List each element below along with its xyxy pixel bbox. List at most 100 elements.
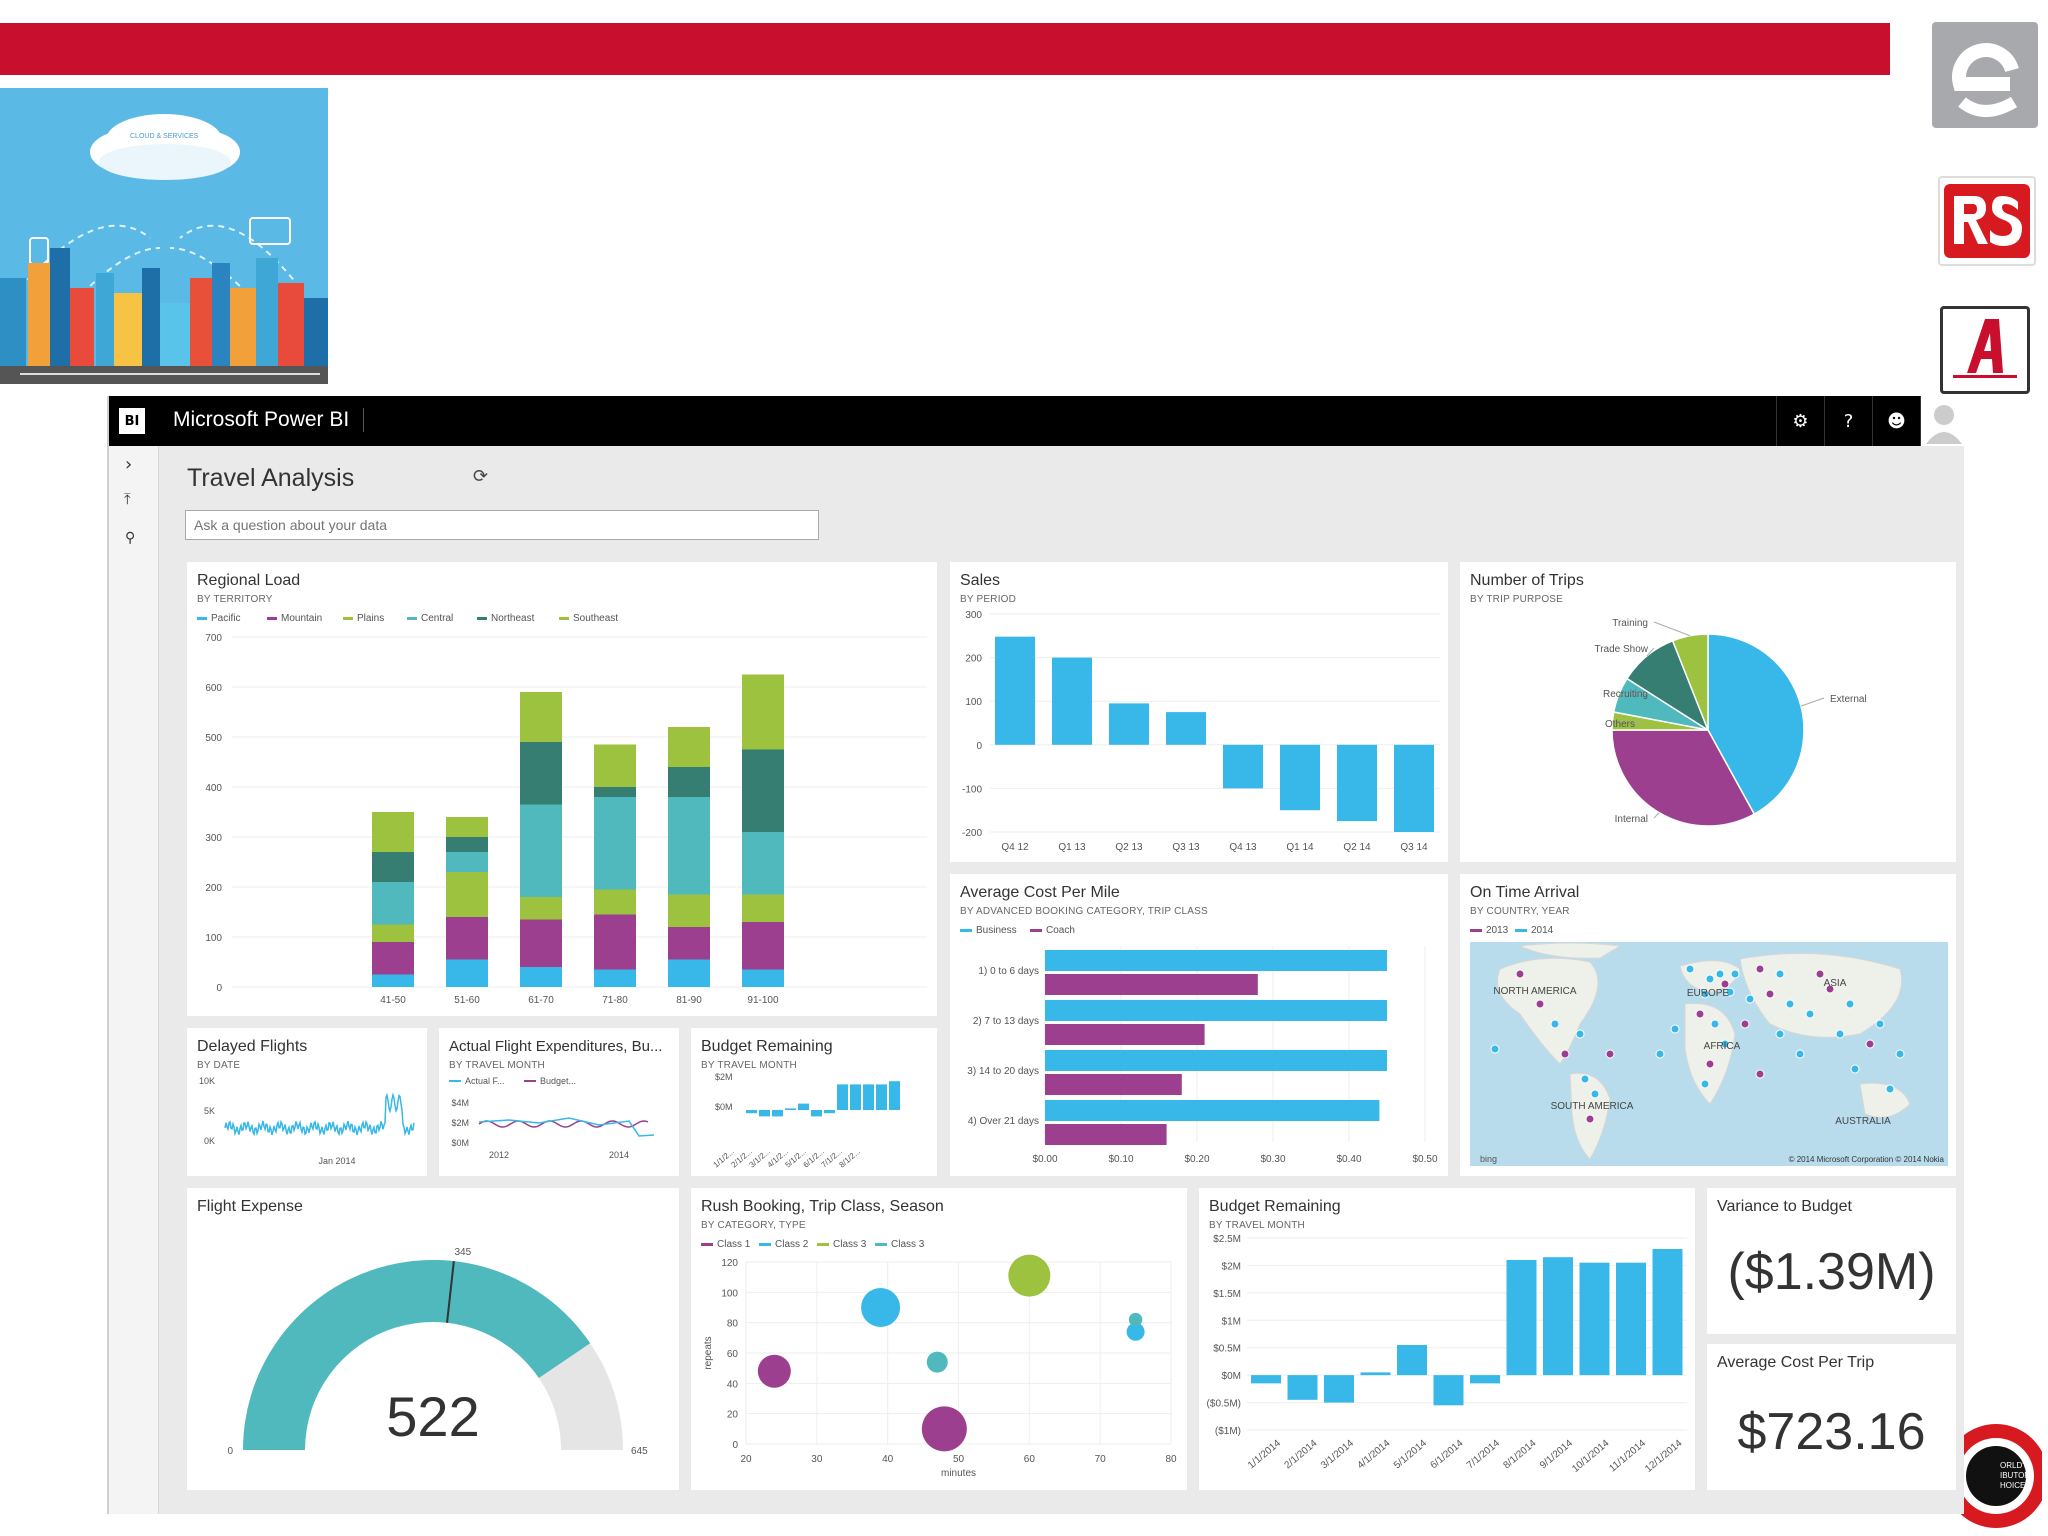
y-tick-label: 500 [205,733,222,744]
bar [1223,744,1263,789]
pie-label: Internal [1615,814,1648,825]
map-point [1765,989,1775,999]
rush-booking-tile[interactable]: Rush Booking, Trip Class, Season BY CATE… [691,1188,1187,1490]
variance-to-budget-tile[interactable]: Variance to Budget ($1.39M) [1707,1188,1956,1334]
map-point [1590,1089,1600,1099]
y-tick-label: ($0.5M) [1207,1399,1241,1410]
bar [889,1081,900,1110]
legend-swatch [407,617,417,620]
tile-subtitle: BY TRAVEL MONTH [1209,1220,1305,1231]
refresh-icon[interactable]: ⟳ [473,466,489,487]
bing-logo: bing [1480,1154,1497,1164]
user-button[interactable] [1920,396,1966,446]
power-bi-logo[interactable]: BI [119,408,145,434]
average-cost-per-trip-tile[interactable]: Average Cost Per Trip $723.16 [1707,1344,1956,1490]
map-landmass [1859,1082,1911,1118]
map-point [1580,1074,1590,1084]
gauge-fill [243,1260,591,1450]
flight-expenditures-tile[interactable]: Actual Flight Expenditures, Bu... BY TRA… [439,1028,679,1176]
legend-label: Budget... [540,1076,576,1086]
map-region-label: SOUTH AMERICA [1551,1101,1634,1112]
qa-input[interactable] [185,510,819,540]
legend-label: Class 1 [717,1239,751,1250]
x-tick-label: 71-80 [602,995,628,1006]
map-point [1795,1049,1805,1059]
bar-segment [742,749,784,832]
legend-swatch [701,1243,713,1246]
legend-swatch [1515,929,1527,932]
bar-segment [520,919,562,967]
leader-line [1646,647,1655,657]
legend-swatch [267,617,277,620]
regional-load-tile[interactable]: Regional Load BY TERRITORY Pacific Mounta… [187,562,937,1016]
map-point [1515,969,1525,979]
bar-segment [742,674,784,750]
legend-label: Coach [1046,925,1075,936]
map-point [1845,999,1855,1009]
feedback-button[interactable]: ☻ [1872,396,1920,446]
budget-remaining-small-tile[interactable]: Budget Remaining BY TRAVEL MONTH $2M $0M 1… [691,1028,937,1176]
bar [759,1110,770,1117]
map-point [1585,1114,1595,1124]
bar [1251,1375,1281,1384]
budget-remaining-tile[interactable]: Budget Remaining BY TRAVEL MONTH $2.5M $2… [1199,1188,1695,1490]
y-tick-label: -200 [962,828,982,839]
legend-label: Class 2 [775,1239,809,1250]
map-point [1720,979,1730,989]
gear-icon: ⚙ [1792,410,1809,432]
leader-line [1653,621,1691,637]
sales-tile[interactable]: Sales BY PERIOD 300 200 100 0 -100 -200 Q4 12 Q… [950,562,1448,862]
search-icon[interactable]: ⚲ [125,530,136,546]
bar-segment [372,882,414,925]
bar-segment [446,959,488,987]
y-tick-label: 0 [216,983,222,994]
x-tick-label: 81-90 [676,995,702,1006]
settings-button[interactable]: ⚙ [1776,396,1824,446]
bar [1287,1375,1318,1400]
bar [785,1108,796,1110]
tile-title: Budget Remaining [1209,1198,1341,1215]
trips-pie-chart: External Internal Others Recruiting Trade Sh… [1594,618,1867,827]
tile-subtitle: BY CATEGORY, TYPE [701,1220,806,1231]
on-time-map: 2013 2014 NORTH AMERICA EUROPE ASIA AFRICA SOU… [1470,925,1948,1166]
scatter-point [921,1406,967,1452]
map-point [1670,1024,1680,1034]
bar-segment [372,974,414,987]
on-time-arrival-tile[interactable]: On Time Arrival BY COUNTRY, YEAR 2013 201… [1460,874,1956,1176]
map-point [1775,969,1785,979]
map-point [1700,1079,1710,1089]
x-tick-label: 4/1/2014 [1356,1438,1393,1472]
x-tick-label: Q2 13 [1115,842,1143,853]
bar-segment [520,692,562,742]
average-cost-per-mile-tile[interactable]: Average Cost Per Mile BY ADVANCED BOOKIN… [950,874,1448,1176]
number-of-trips-tile[interactable]: Number of Trips BY TRIP PURPOSE External… [1460,562,1956,862]
x-tick-label: 8/1/2014 [1502,1438,1539,1472]
question-icon: ? [1843,410,1854,432]
scatter-point [926,1351,948,1373]
sales-chart: 300 200 100 0 -100 -200 Q4 12 Q1 13 Q2 13 Q3 13 Q4… [962,610,1440,853]
x-tick-label: Q3 13 [1172,842,1200,853]
tile-title: Number of Trips [1470,572,1584,589]
bar-segment [668,894,710,927]
x-tick-label: Q3 14 [1400,842,1428,853]
bar [1045,950,1387,971]
delayed-flights-tile[interactable]: Delayed Flights BY DATE 10K 5K 0K Jan 2014 [187,1028,427,1176]
y-tick-label: 100 [205,933,222,944]
bar [1052,657,1092,745]
help-button[interactable]: ? [1824,396,1872,446]
bar-segment [372,852,414,882]
x-tick-label: 91-100 [747,995,779,1006]
bar [837,1084,848,1110]
bar [1360,1372,1391,1376]
map-point [1835,1029,1845,1039]
pin-icon[interactable]: ⤒ [124,490,131,508]
rush-booking-chart: Class 1 Class 2 Class 3 Class 3020406080100… [701,1239,1177,1479]
bar [1045,1050,1387,1071]
y-tick-label: $0M [1222,1371,1241,1382]
chevron-right-icon[interactable]: › [125,454,133,475]
y-tick-label: $0M [715,1102,733,1112]
bar [876,1084,887,1110]
map-point [1705,974,1715,984]
avg-trip-value: $723.16 [1737,1403,1926,1461]
flight-expense-tile[interactable]: Flight Expense 345 522 0 645 [187,1188,679,1490]
